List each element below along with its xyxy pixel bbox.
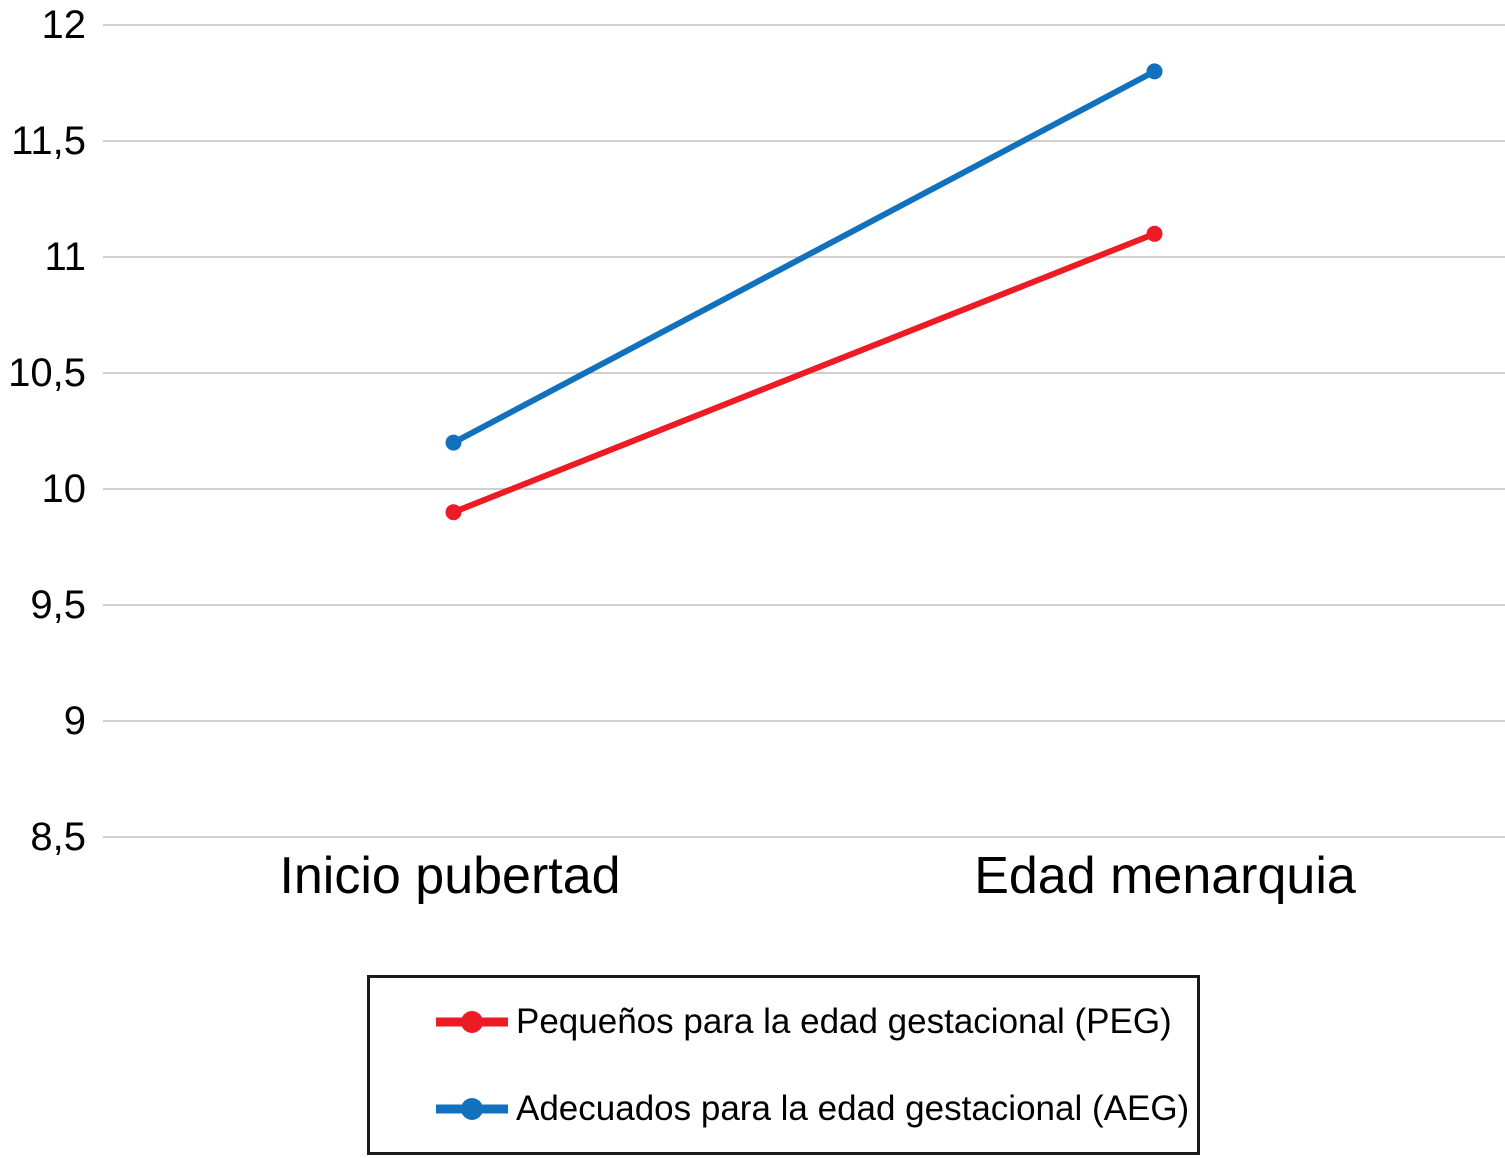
legend-label-aeg: Adecuados para la edad gestacional (AEG) xyxy=(516,1088,1190,1128)
x-tick-label-edad-menarquia: Edad menarquia xyxy=(974,847,1356,905)
data-point-aeg xyxy=(445,434,462,451)
y-tick-label: 10 xyxy=(41,467,87,511)
y-tick-label: 10,5 xyxy=(8,351,86,395)
legend-marker-peg-icon xyxy=(436,1010,508,1033)
data-point-peg xyxy=(445,504,462,521)
data-point-peg xyxy=(1146,225,1163,242)
y-tick-label: 9,5 xyxy=(30,583,86,627)
legend-label-peg: Pequeños para la edad gestacional (PEG) xyxy=(516,1001,1172,1041)
data-point-aeg xyxy=(1146,63,1163,80)
y-tick-label: 12 xyxy=(41,3,87,47)
legend-box: Pequeños para la edad gestacional (PEG) … xyxy=(367,975,1200,1155)
legend-marker-aeg-icon xyxy=(436,1097,508,1120)
y-tick-label: 9 xyxy=(63,699,86,743)
y-tick-label: 8,5 xyxy=(30,815,86,859)
y-tick-label: 11 xyxy=(44,235,86,279)
legend-item-peg: Pequeños para la edad gestacional (PEG) xyxy=(436,1002,1197,1042)
x-tick-label-inicio-pubertad: Inicio pubertad xyxy=(279,847,621,905)
series-line-peg xyxy=(450,230,1158,516)
y-tick-label: 11,5 xyxy=(11,119,86,163)
series-line-aeg xyxy=(450,68,1158,446)
legend-item-aeg: Adecuados para la edad gestacional (AEG) xyxy=(436,1089,1197,1129)
